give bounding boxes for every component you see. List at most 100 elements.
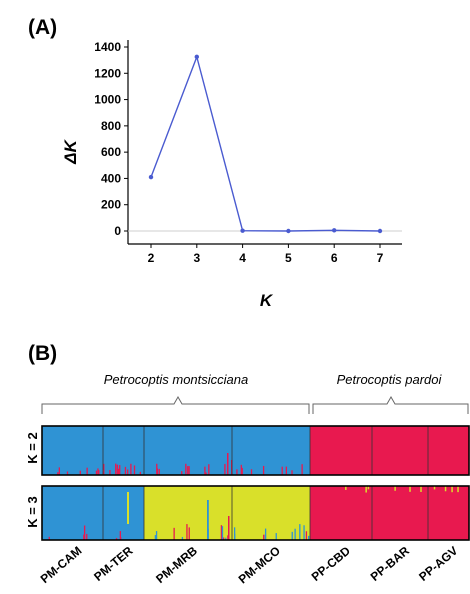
row-label-k3: K = 3 — [25, 496, 40, 527]
bracket-montsicciana — [41, 395, 310, 414]
admixture-streak — [181, 471, 183, 475]
admixture-streak — [181, 536, 184, 540]
population-block — [428, 426, 469, 475]
admixture-streak — [301, 464, 303, 475]
data-point — [377, 228, 383, 234]
x-tick-label: 6 — [331, 251, 338, 265]
species-label-montsicciana: Petrocoptis montsicciana — [104, 372, 249, 387]
admixture-streak — [116, 464, 119, 475]
admixture-streak — [115, 463, 117, 475]
admixture-streak — [433, 486, 436, 490]
admixture-streak — [221, 526, 224, 540]
population-block — [103, 426, 144, 475]
admixture-streak — [263, 534, 265, 540]
row-frame — [41, 425, 470, 476]
data-point — [194, 54, 199, 60]
admixture-streak — [228, 516, 230, 540]
admixture-streak — [156, 463, 158, 475]
admixture-streak — [173, 527, 175, 540]
admixture-streak — [365, 486, 367, 493]
population-label: PM-CAM — [38, 544, 85, 586]
admixture-streak — [79, 470, 81, 475]
admixture-streak — [223, 537, 225, 540]
population-label: PM-MRB — [153, 543, 200, 586]
population-block — [310, 486, 372, 540]
admixture-streak — [262, 465, 265, 475]
x-tick-label: 4 — [239, 251, 246, 265]
admixture-streak — [224, 463, 226, 475]
admixture-streak — [451, 486, 453, 493]
data-point — [332, 228, 337, 233]
admixture-streak — [188, 466, 190, 475]
admixture-streak — [345, 486, 347, 490]
admixture-streak — [155, 531, 158, 540]
admixture-streak — [117, 468, 120, 475]
y-tick-label: 400 — [101, 171, 121, 185]
admixture-streak — [240, 464, 242, 475]
line-chart: 0 200 400 600 800 1000 1200 1400 2 3 4 5 6 7 — [94, 40, 402, 265]
bracket-pardoi — [312, 395, 469, 414]
structure-barplot — [41, 425, 470, 541]
admixture-streak — [250, 469, 253, 475]
admixture-streak — [66, 471, 69, 475]
x-tick-label: 5 — [285, 251, 292, 265]
population-block — [372, 426, 428, 475]
admixture-streak — [233, 527, 236, 540]
species-brackets — [41, 395, 469, 414]
structure-row-k2 — [41, 425, 470, 476]
series-line — [150, 54, 381, 232]
admixture-streak — [291, 531, 293, 540]
population-block — [232, 426, 310, 475]
admixture-streak — [394, 486, 396, 491]
data-point — [286, 228, 291, 234]
x-tick-label: 7 — [377, 251, 384, 265]
structure-row-k3 — [41, 485, 470, 541]
population-label: PP-BAR — [368, 543, 412, 584]
y-tick-label: 1000 — [94, 93, 121, 107]
admixture-streak — [109, 470, 111, 475]
admixture-streak — [95, 470, 98, 475]
admixture-streak — [48, 536, 50, 540]
admixture-streak — [236, 469, 238, 475]
admixture-streak — [225, 537, 227, 540]
y-tick-label: 1200 — [94, 66, 121, 80]
admixture-streak — [86, 533, 88, 540]
population-block — [103, 486, 144, 540]
population-label: PM-TER — [91, 543, 135, 584]
admixture-streak — [127, 469, 129, 475]
admixture-streak — [299, 524, 301, 540]
admixture-streak — [409, 486, 411, 492]
admixture-streak — [119, 465, 121, 475]
admixture-streak — [124, 466, 127, 475]
admixture-streak — [294, 528, 296, 540]
x-tick-label: 2 — [148, 251, 155, 265]
admixture-streak — [444, 486, 447, 492]
admixture-streak — [308, 535, 310, 540]
population-block — [232, 486, 310, 540]
admixture-streak — [291, 470, 293, 475]
admixture-streak — [58, 467, 60, 475]
population-block — [372, 486, 428, 540]
admixture-streak — [207, 500, 209, 540]
admixture-streak — [227, 535, 229, 540]
population-block — [310, 426, 372, 475]
admixture-streak — [154, 535, 157, 540]
admixture-streak — [83, 525, 86, 540]
admixture-streak — [241, 467, 243, 475]
y-axis-title: ΔK — [61, 138, 80, 164]
y-tick-label: 1400 — [94, 40, 121, 54]
y-tick-label: 600 — [101, 145, 121, 159]
admixture-streak — [264, 528, 267, 540]
admixture-streak — [457, 486, 459, 493]
population-block — [42, 426, 103, 475]
admixture-streak — [115, 537, 118, 540]
data-point — [240, 228, 245, 233]
admixture-streak — [97, 468, 99, 475]
population-block — [144, 486, 232, 540]
admixture-streak — [186, 524, 188, 540]
admixture-streak — [187, 466, 189, 475]
population-block — [428, 486, 469, 540]
admixture-streak — [185, 463, 187, 475]
admixture-streak — [103, 463, 105, 475]
